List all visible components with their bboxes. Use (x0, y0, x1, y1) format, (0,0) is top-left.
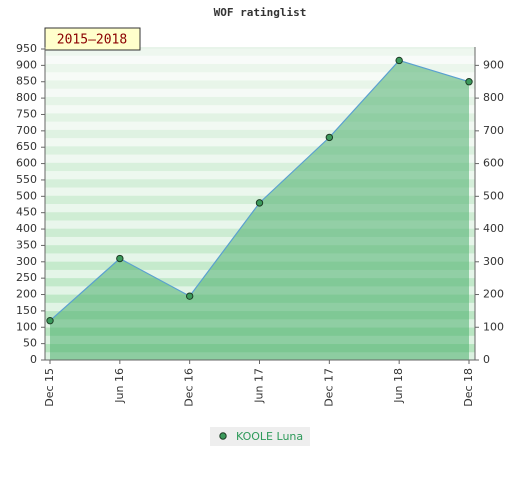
background-stripe (45, 187, 475, 196)
point (395, 56, 403, 65)
y-tick-label: 850 (16, 75, 37, 88)
legend-label: KOOLE Luna (236, 430, 303, 443)
x-tick-label: Jun 17 (253, 368, 266, 404)
plot-top (45, 47, 475, 49)
y-tick-label: 900 (16, 58, 37, 71)
y-tick-label: 550 (16, 173, 37, 186)
y-tick-label: 450 (16, 206, 37, 219)
background-stripe (45, 63, 475, 73)
y-tick-label: 50 (23, 337, 37, 350)
y-tick-label: 100 (16, 320, 37, 333)
background-stripe (45, 137, 475, 147)
y-tick-label: 350 (16, 238, 37, 251)
point (116, 254, 124, 263)
background-stripe (45, 129, 475, 139)
point (465, 78, 473, 86)
x-tick-label: Dec 16 (183, 368, 196, 407)
y-tick-label: 200 (16, 288, 37, 301)
y-tick-label: 600 (16, 157, 37, 170)
background-stripe (45, 88, 475, 97)
x-tick-label: Jun 16 (113, 368, 126, 404)
y-tick-label: 300 (16, 255, 37, 268)
y2-tick-label: 900 (483, 58, 504, 71)
background-stripe (45, 96, 475, 106)
background-stripe (45, 55, 475, 64)
y2-tick-label: 100 (483, 320, 504, 333)
x-tick-label: Dec 15 (43, 368, 56, 407)
background-stripe (45, 178, 475, 188)
x-tick-label: Dec 18 (462, 368, 475, 407)
chart-title: WOF ratinglist (214, 6, 307, 19)
point (46, 317, 54, 325)
point (185, 292, 194, 300)
y-tick-label: 750 (16, 107, 37, 120)
x-tick-label: Jun 18 (392, 368, 405, 404)
y-tick-label: 0 (30, 353, 37, 366)
y2-tick-label: 500 (483, 189, 504, 202)
background-stripe (45, 145, 475, 155)
y2-tick-label: 200 (483, 288, 504, 301)
background-stripe (45, 162, 475, 172)
badge-text: 2015–2018 (57, 33, 127, 48)
background-stripe (45, 154, 475, 163)
point (255, 199, 264, 207)
y-tick-label: 650 (16, 140, 37, 153)
y-tick-label: 500 (16, 189, 37, 202)
point (325, 133, 334, 142)
background-stripe (45, 79, 475, 89)
legend-box (210, 427, 310, 446)
x-tick-label: Dec 17 (322, 368, 335, 407)
y2-tick-label: 400 (483, 222, 504, 235)
background-stripe (45, 170, 475, 180)
area (50, 60, 469, 361)
background-stripe (45, 47, 475, 56)
y-tick-label: 800 (16, 91, 37, 104)
legend-marker (219, 432, 227, 440)
badge-box (44, 27, 141, 51)
y-tick-label: 150 (16, 304, 37, 317)
y-tick-label: 700 (16, 124, 37, 137)
y-tick-label: 400 (16, 222, 37, 235)
background-stripe (45, 121, 475, 130)
background-stripe (45, 71, 475, 81)
y2-tick-label: 800 (483, 91, 504, 104)
background-stripe (45, 112, 475, 122)
y2-tick-label: 0 (483, 353, 490, 366)
y2-tick-label: 300 (483, 255, 504, 268)
y-tick-label: 250 (16, 271, 37, 284)
y2-tick-label: 600 (483, 157, 504, 170)
y2-tick-label: 700 (483, 124, 504, 137)
y-tick-label: 950 (16, 42, 37, 55)
plot-area (45, 47, 475, 361)
background-stripe (45, 104, 475, 114)
